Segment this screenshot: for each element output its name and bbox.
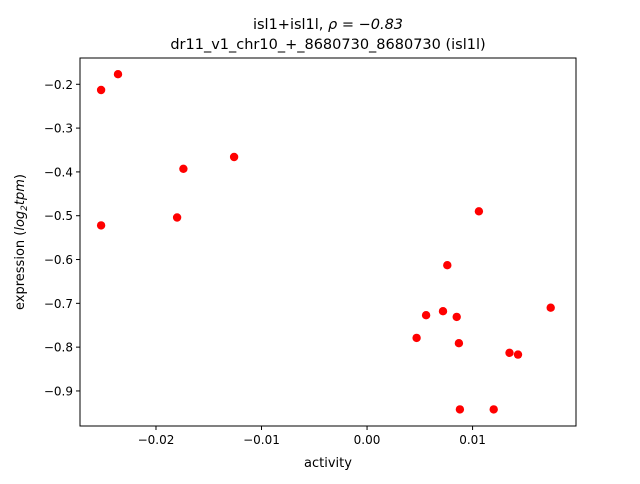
data-point — [505, 348, 514, 357]
y-axis-label: expression (log2tpm) — [13, 174, 30, 310]
x-tick-label: 0.01 — [459, 433, 486, 447]
data-point — [455, 405, 465, 414]
y-tick-label: −0.7 — [44, 297, 73, 311]
data-point — [438, 307, 448, 316]
y-tick-label: −0.9 — [44, 384, 73, 398]
chart-title-line1: isl1+isl1l, ρ = −0.83 — [253, 17, 403, 33]
chart-title-rho: ρ = −0.83 — [328, 17, 403, 33]
data-point — [489, 405, 498, 414]
y-tick-label: −0.6 — [44, 253, 73, 267]
y-axis-label-prefix: expression ( — [13, 231, 28, 310]
plot-frame — [79, 57, 577, 427]
chart-title-prefix: isl1+isl1l, — [253, 17, 328, 33]
y-axis-label-log: log — [13, 211, 28, 231]
data-point — [546, 303, 555, 312]
data-point — [513, 350, 523, 359]
data-point — [443, 261, 452, 270]
data-point — [179, 164, 188, 173]
data-points — [96, 70, 555, 414]
x-tick-label: −0.02 — [138, 433, 175, 447]
y-tick-label: −0.2 — [44, 78, 73, 92]
data-point — [474, 207, 484, 216]
data-point — [229, 152, 239, 162]
data-point — [454, 339, 464, 348]
y-axis-label-tpm: tpm — [13, 179, 28, 205]
x-tick-label: 0.00 — [354, 433, 381, 447]
y-axis-label-suffix: ) — [13, 174, 28, 179]
y-tick-label: −0.8 — [44, 341, 73, 355]
data-point — [96, 221, 106, 230]
data-point — [452, 312, 461, 322]
data-point — [172, 213, 182, 222]
x-axis-label: activity — [304, 456, 352, 471]
x-tick-label: −0.01 — [243, 433, 280, 447]
chart-title-line2: dr11_v1_chr10_+_8680730_8680730 (isl1l) — [170, 37, 485, 53]
data-point — [412, 333, 421, 343]
data-point — [96, 85, 106, 95]
y-tick-label: −0.4 — [44, 165, 73, 179]
x-axis-ticks: −0.02 −0.01 0.00 0.01 — [138, 426, 486, 447]
data-point — [113, 70, 123, 79]
y-tick-label: −0.3 — [44, 122, 73, 136]
data-point — [421, 311, 431, 320]
y-tick-label: −0.5 — [44, 209, 73, 223]
y-axis-label-subscript: 2 — [20, 205, 30, 211]
y-axis-ticks: −0.2 −0.3 −0.4 −0.5 −0.6 −0.7 −0.8 −0.9 — [44, 78, 80, 398]
